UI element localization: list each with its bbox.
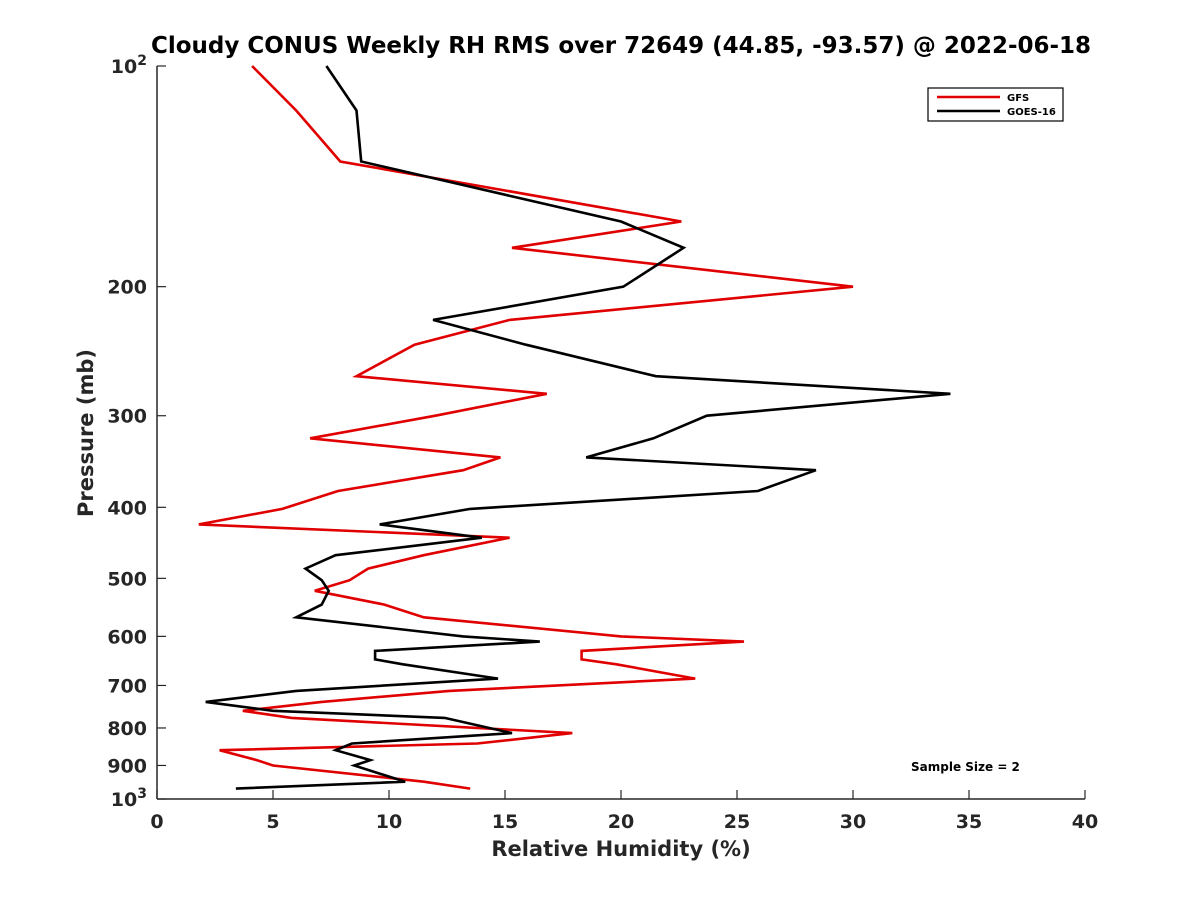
legend-box [927,87,1064,122]
legend: GFS GOES-16 [927,87,1064,122]
x-tick-label-5: 5 [266,811,279,833]
x-tick-label-10: 10 [376,811,402,833]
y-tick-label-400: 400 [107,497,147,519]
x-tick-label-20: 20 [608,811,634,833]
y-axis-title: Pressure (mb) [74,349,98,517]
y-tick-label-200: 200 [107,277,147,299]
x-tick-label-0: 0 [150,811,163,833]
y-tick-label-300: 300 [107,406,147,428]
series-line-goes16 [205,65,951,790]
x-tick-label-30: 30 [840,811,866,833]
sample-size-annotation: Sample Size = 2 [911,760,1020,774]
y-tick-label-1000: 103 [111,786,147,811]
y-tick-label-700: 700 [107,675,147,697]
x-tick-label-25: 25 [724,811,750,833]
x-tick-label-15: 15 [492,811,518,833]
y-tick-label-100: 102 [111,53,147,78]
y-tick-label-800: 800 [107,718,147,740]
axes: 0 5 10 15 20 25 30 35 40 102 200 300 400 500 600 700 800… [107,53,1098,833]
x-tick-label-35: 35 [956,811,982,833]
series-line-gfs [198,65,854,790]
y-tick-label-900: 900 [107,755,147,777]
series-lines [198,65,951,790]
x-tick-label-40: 40 [1072,811,1098,833]
legend-label-gfs: GFS [1007,93,1029,104]
chart-title: Cloudy CONUS Weekly RH RMS over 72649 (4… [151,33,1091,59]
x-axis-title: Relative Humidity (%) [491,837,750,861]
legend-label-goes16: GOES-16 [1007,107,1056,118]
y-tick-label-600: 600 [107,626,147,648]
y-tick-label-500: 500 [107,568,147,590]
